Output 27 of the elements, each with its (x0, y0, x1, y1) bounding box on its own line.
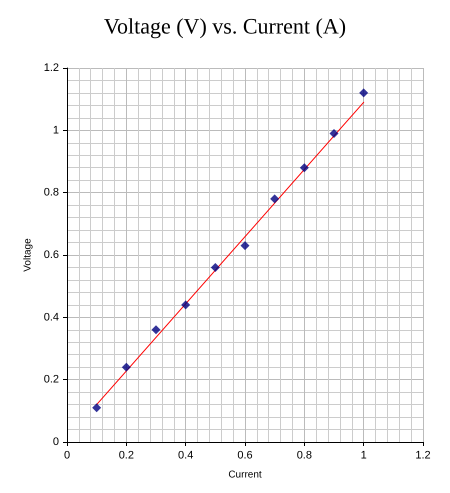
point (359, 88, 368, 98)
y-tick-label: 1.2 (44, 62, 59, 74)
y-axis-title: Voltage (22, 238, 34, 272)
x-tick-label: 0 (64, 450, 70, 462)
point (270, 194, 280, 204)
point (122, 362, 131, 372)
x-tick-label: 1 (360, 450, 367, 462)
y-tick-label: 0.8 (44, 186, 59, 199)
point (152, 325, 160, 334)
y-tick-label: 0.6 (44, 249, 59, 261)
x-axis-title: Current (228, 470, 262, 480)
x-tick-label: 1.2 (415, 450, 431, 462)
point (240, 241, 250, 250)
y-tick-label: 0.2 (44, 374, 59, 386)
y-tick-label: 1 (52, 124, 59, 136)
point (181, 300, 190, 310)
point (300, 163, 309, 172)
x-tick-label: 0.6 (237, 450, 253, 462)
chart-title: Voltage (V) vs. Current (A) (104, 14, 346, 38)
point (210, 262, 220, 272)
y-tick-label: 0 (52, 436, 59, 448)
x-tick-label: 0.8 (296, 450, 312, 462)
y-tick-label: 0.4 (44, 311, 59, 324)
point (92, 403, 102, 412)
x-tick-label: 0.4 (178, 450, 194, 462)
point (330, 128, 338, 138)
x-tick-label: 0.2 (118, 450, 134, 462)
